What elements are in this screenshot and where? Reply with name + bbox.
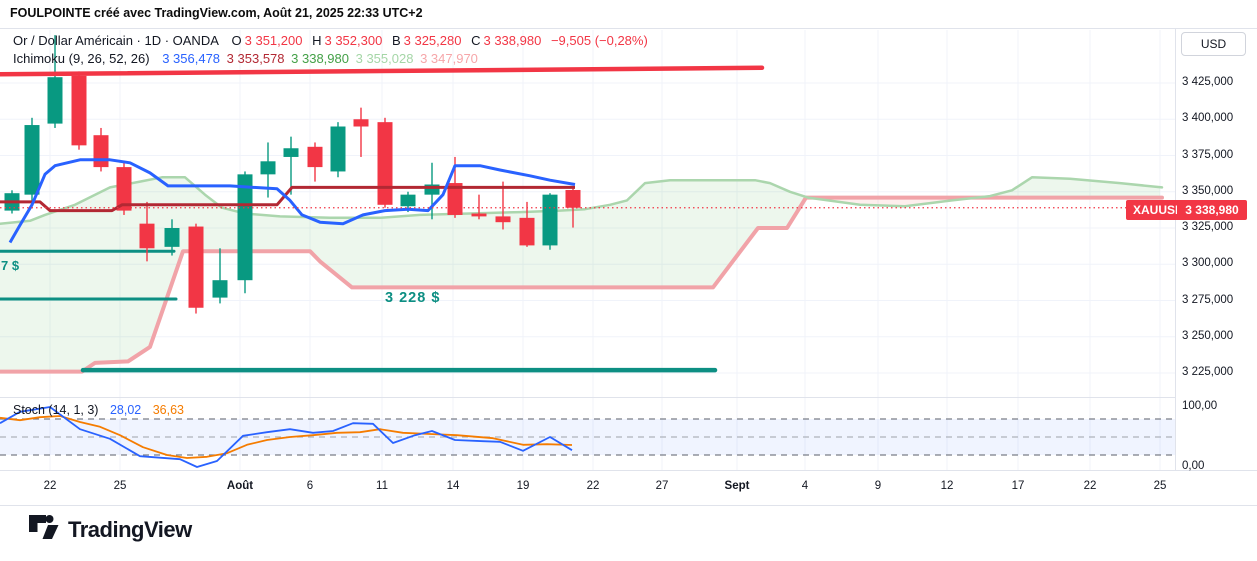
tradingview-logo-text: TradingView: [68, 516, 192, 542]
mid-price-annotation: 3 228 $: [385, 290, 441, 306]
candle-body: [71, 75, 87, 146]
left-price-annotation: 7 $: [1, 258, 20, 273]
price-axis-label: 3 275,000: [1182, 293, 1234, 306]
candle-body: [260, 161, 276, 175]
time-axis-label: 22: [586, 480, 600, 492]
price-axis-label: 3 400,000: [1182, 112, 1234, 125]
time-axis-label: 25: [1153, 480, 1167, 492]
tenkan-line: [8, 158, 576, 244]
candle-body: [24, 125, 40, 195]
candle-body: [542, 194, 558, 246]
time-axis-label: 4: [801, 480, 809, 492]
ichimoku-conversion-value: 3 356,478: [162, 51, 221, 66]
time-axis-label: 22: [1083, 480, 1097, 492]
candle-body: [237, 174, 253, 281]
currency-button[interactable]: USD: [1181, 32, 1246, 56]
senkou-b-line: [0, 195, 1164, 374]
price-axis-label: 3 325,000: [1182, 221, 1234, 233]
last-price-value-badge: 3 338,980: [1177, 200, 1247, 220]
ichimoku-cloud: [0, 177, 808, 372]
stoch-k-value: 28,02: [109, 403, 142, 417]
time-axis-label: Août: [226, 480, 254, 492]
candle-body: [47, 77, 63, 124]
tradingview-logo[interactable]: TradingView: [28, 513, 192, 546]
time-axis-label: Sept: [724, 480, 750, 492]
stoch-d-line: [0, 415, 573, 459]
candle-body: [400, 194, 416, 207]
candle-body: [164, 228, 180, 247]
candle-body: [139, 223, 155, 249]
stoch-d-value: 36,63: [152, 403, 184, 417]
candle-body: [93, 135, 109, 168]
stoch-k-line: [0, 406, 573, 468]
stoch-axis-label: 100,00: [1182, 400, 1218, 412]
stoch-title[interactable]: Stoch (14, 1, 3): [13, 403, 99, 417]
ichimoku-lead1-value: 3 355,028: [355, 51, 414, 66]
last-price-symbol-badge: XAUUSD: [1126, 200, 1191, 220]
change-value: −9,505 (−0,28%): [550, 33, 648, 48]
candle-body: [565, 190, 581, 208]
trendline: [0, 65, 765, 77]
price-axis-label: 3 250,000: [1182, 329, 1234, 342]
time-axis-label: 27: [655, 480, 669, 492]
candle-body: [447, 183, 463, 215]
price-axis-label: 3 425,000: [1182, 76, 1234, 88]
candle-body: [307, 146, 323, 168]
time-axis-label: 6: [306, 480, 314, 492]
candle-body: [330, 126, 346, 172]
time-axis-label: 19: [516, 480, 530, 492]
candle-body: [471, 213, 487, 217]
stoch-axis-label: 0,00: [1182, 460, 1205, 472]
time-axis-label: 9: [874, 480, 882, 492]
ichimoku-lead2-value: 3 347,970: [420, 51, 478, 66]
time-axis-label: 12: [940, 480, 954, 492]
price-axis-label: 3 375,000: [1182, 148, 1234, 161]
stoch-legend[interactable]: Stoch (14, 1, 3) 28,02 36,63: [13, 403, 192, 417]
candle-body: [283, 148, 299, 157]
candle-body: [116, 167, 132, 211]
candle-body: [424, 184, 440, 195]
candle-body: [188, 226, 204, 308]
symbol-title[interactable]: Or / Dollar Américain · 1D · OANDA: [13, 33, 219, 48]
time-axis-label: 11: [376, 480, 388, 492]
ichimoku-lagging-value: 3 338,980: [291, 51, 349, 66]
time-axis-label: 14: [446, 480, 460, 492]
candle-body: [519, 217, 535, 246]
attribution-text: FOULPOINTE créé avec TradingView.com, Ao…: [10, 6, 423, 20]
time-axis-label: 17: [1011, 480, 1025, 492]
ichimoku-legend[interactable]: Ichimoku (9, 26, 52, 26) 3 356,478 3 353…: [13, 51, 481, 66]
candle-body: [377, 122, 393, 205]
price-axis-label: 3 350,000: [1182, 184, 1234, 197]
ichimoku-base-value: 3 353,578: [226, 51, 285, 66]
candle-body: [495, 216, 511, 223]
price-axis-label: 3 225,000: [1182, 366, 1234, 378]
ichimoku-cloud: [810, 197, 975, 207]
ichimoku-cloud: [977, 177, 1160, 198]
tradingview-logo-icon: [28, 513, 60, 546]
time-axis-label: 25: [113, 480, 127, 492]
price-axis-label: 3 300,000: [1182, 257, 1234, 270]
candle-body: [212, 280, 228, 298]
time-axis-label: 22: [43, 480, 57, 492]
ichimoku-title[interactable]: Ichimoku (9, 26, 52, 26): [13, 51, 150, 66]
candle-body: [353, 119, 369, 127]
